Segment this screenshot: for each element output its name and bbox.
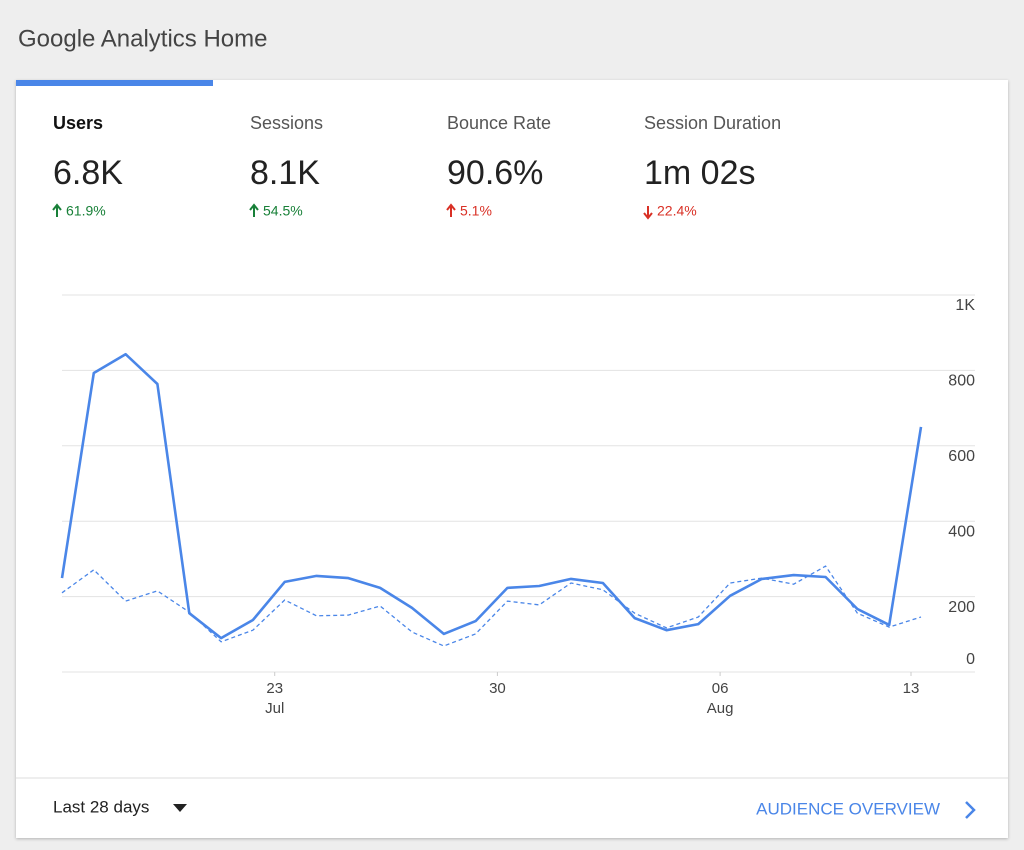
metric-value: 1m 02s (644, 154, 756, 192)
dropdown-icon[interactable] (173, 804, 187, 812)
card (16, 80, 1008, 838)
x-tick-label: 23 (266, 680, 283, 697)
metric-value: 6.8K (53, 154, 123, 192)
page-title: Google Analytics Home (18, 25, 267, 52)
y-tick-label: 1K (955, 297, 975, 314)
x-tick-label: 06 (712, 680, 729, 697)
date-range[interactable]: Last 28 days (53, 797, 149, 816)
metric-label[interactable]: Sessions (250, 113, 323, 133)
active-tab-indicator (16, 80, 213, 86)
metric-value: 90.6% (447, 154, 543, 192)
metric-change: 5.1% (460, 203, 492, 219)
metric-change: 54.5% (263, 203, 303, 219)
y-tick-label: 600 (948, 448, 975, 465)
metric-value: 8.1K (250, 154, 320, 192)
x-tick-label: 30 (489, 680, 506, 697)
y-tick-label: 400 (948, 523, 975, 540)
trend-arrow (249, 203, 259, 217)
audience-link[interactable]: AUDIENCE OVERVIEW (756, 799, 940, 818)
y-tick-label: 0 (966, 651, 975, 668)
metric-label[interactable]: Users (53, 113, 103, 133)
chevron-icon[interactable] (965, 801, 976, 819)
metric-label[interactable]: Session Duration (644, 113, 781, 133)
metric-change: 22.4% (657, 203, 697, 219)
trend-arrow (52, 203, 62, 217)
x-tick-sublabel: Jul (265, 700, 284, 717)
data-line (60, 352, 923, 640)
metric-change: 61.9% (66, 203, 106, 219)
trend-arrow (446, 203, 456, 217)
y-tick-label: 200 (948, 599, 975, 616)
x-tick-sublabel: Aug (707, 700, 734, 717)
y-tick-label: 800 (948, 373, 975, 390)
x-tick-label: 13 (903, 680, 920, 697)
metric-label[interactable]: Bounce Rate (447, 113, 551, 133)
trend-arrow (643, 206, 653, 220)
